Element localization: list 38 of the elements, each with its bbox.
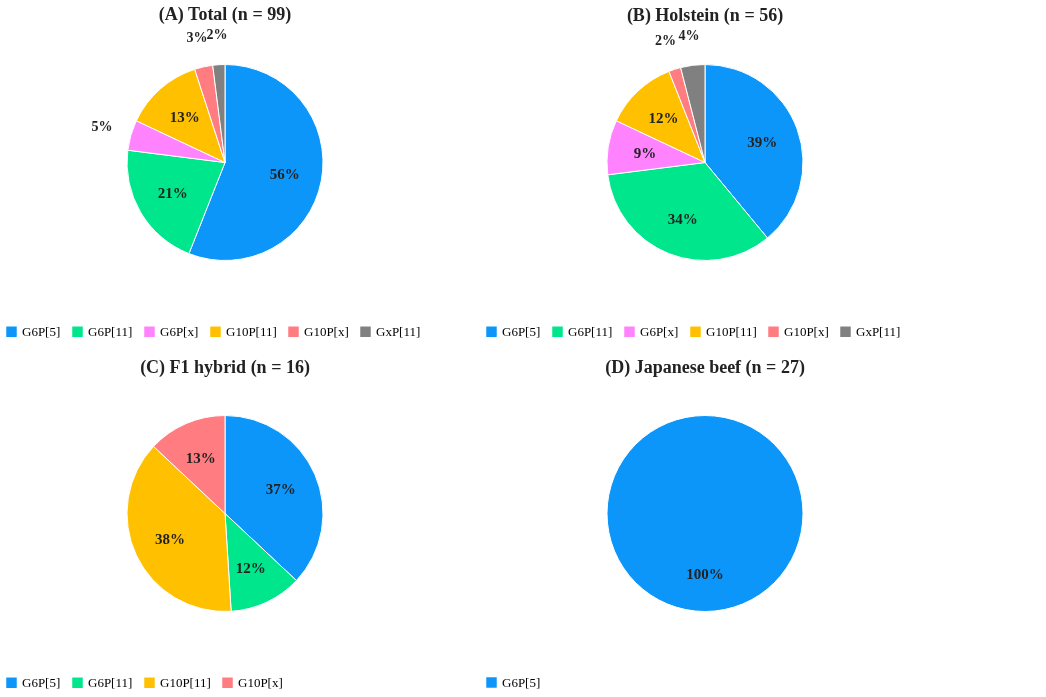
data-label: 4% [678, 27, 700, 43]
data-label: 12% [235, 560, 266, 577]
legend-label: G10P[x] [784, 323, 829, 339]
chart-title: (D) Japanese beef (n = 27) [605, 357, 805, 378]
data-label: 12% [648, 110, 679, 127]
legend-label: G6P[5] [22, 323, 61, 339]
data-label: 3% [186, 29, 208, 45]
chart-title: (A) Total (n = 99) [158, 3, 292, 25]
legend-label: G6P[11] [568, 323, 613, 339]
data-label: 9% [633, 145, 657, 161]
legend-label: GxP[11] [376, 323, 421, 339]
legend-label: G6P[x] [160, 323, 199, 339]
data-label: 39% [747, 133, 778, 150]
legend-label: G6P[x] [640, 323, 679, 339]
data-label: 13% [169, 108, 200, 125]
data-label: 2% [654, 32, 676, 48]
legend-label: G10P[11] [706, 323, 757, 339]
legend-label: G6P[5] [502, 674, 541, 690]
legend-label: G6P[5] [502, 323, 541, 339]
legend-label: G10P[x] [304, 323, 349, 339]
legend-label: G10P[x] [238, 674, 283, 690]
chart-title: (B) Holstein (n = 56) [626, 4, 784, 26]
data-label: 37% [265, 481, 296, 498]
legend-label: G6P[5] [22, 674, 61, 690]
data-label: 34% [667, 210, 698, 227]
legend-label: G10P[11] [160, 674, 211, 690]
legend-label: G6P[11] [88, 674, 133, 690]
data-label: 2% [206, 26, 228, 42]
legend-label: GxP[11] [856, 323, 901, 339]
chart-title: (C) F1 hybrid (n = 16) [140, 357, 310, 378]
data-label: 21% [157, 185, 188, 202]
data-label: 5% [91, 118, 113, 134]
data-label: 100% [686, 566, 724, 583]
legend-label: G10P[11] [226, 323, 277, 339]
legend-label: G6P[11] [88, 323, 133, 339]
data-label: 38% [155, 531, 186, 548]
data-label: 56% [269, 165, 300, 182]
data-label: 13% [185, 449, 216, 466]
